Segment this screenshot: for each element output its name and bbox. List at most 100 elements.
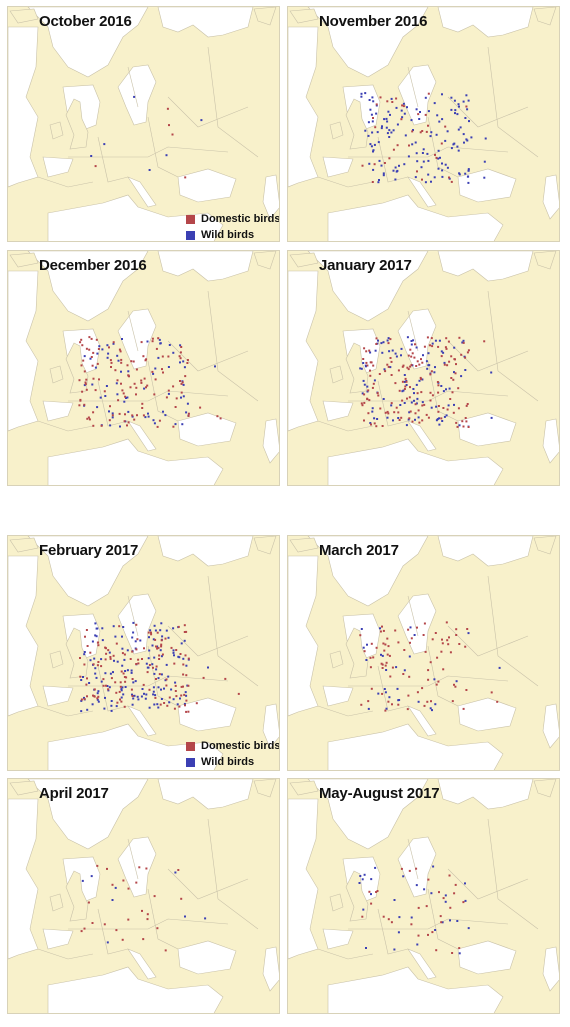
wild-bird-outbreak <box>395 353 397 355</box>
domestic-bird-outbreak <box>414 343 416 345</box>
domestic-bird-outbreak <box>130 658 132 660</box>
wild-bird-outbreak <box>120 371 122 373</box>
domestic-bird-outbreak <box>136 638 138 640</box>
domestic-bird-outbreak <box>431 345 433 347</box>
domestic-bird-outbreak <box>173 663 175 665</box>
wild-bird-outbreak <box>423 148 425 150</box>
domestic-bird-outbreak <box>408 676 410 678</box>
wild-bird-outbreak <box>100 397 102 399</box>
domestic-bird-outbreak <box>437 346 439 348</box>
domestic-bird-outbreak <box>182 686 184 688</box>
wild-bird-outbreak <box>414 419 416 421</box>
domestic-bird-outbreak <box>427 934 429 936</box>
wild-bird-outbreak <box>385 669 387 671</box>
wild-bird-outbreak <box>91 875 93 877</box>
domestic-bird-outbreak <box>185 700 187 702</box>
domestic-bird-outbreak <box>141 341 143 343</box>
wild-bird-outbreak <box>397 124 399 126</box>
domestic-bird-outbreak <box>83 404 85 406</box>
wild-bird-outbreak <box>441 350 443 352</box>
wild-bird-outbreak <box>131 672 133 674</box>
wild-bird-outbreak <box>364 874 366 876</box>
wild-bird-outbreak <box>177 703 179 705</box>
wild-bird-outbreak <box>372 100 374 102</box>
legend: Domestic birds Wild birds <box>186 211 280 242</box>
wild-bird-outbreak <box>397 688 399 690</box>
land-area <box>8 251 280 486</box>
wild-bird-outbreak <box>441 169 443 171</box>
wild-bird-outbreak <box>364 130 366 132</box>
domestic-bird-outbreak <box>124 681 126 683</box>
domestic-bird-outbreak <box>377 395 379 397</box>
europe-map <box>288 251 560 486</box>
wild-bird-outbreak <box>453 404 455 406</box>
wild-bird-outbreak <box>110 705 112 707</box>
wild-bird-outbreak <box>434 703 436 705</box>
domestic-bird-outbreak <box>114 369 116 371</box>
domestic-bird-outbreak <box>180 653 182 655</box>
wild-bird-outbreak <box>173 649 175 651</box>
domestic-bird-outbreak <box>94 696 96 698</box>
wild-bird-outbreak <box>204 917 206 919</box>
wild-bird-outbreak <box>112 412 114 414</box>
wild-bird-outbreak <box>406 106 408 108</box>
domestic-bird-outbreak <box>171 647 173 649</box>
domestic-bird-outbreak <box>446 639 448 641</box>
wild-bird-outbreak <box>459 424 461 426</box>
domestic-bird-outbreak <box>430 392 432 394</box>
wild-bird-outbreak <box>436 114 438 116</box>
wild-bird-outbreak <box>413 400 415 402</box>
domestic-bird-outbreak <box>156 348 158 350</box>
wild-bird-outbreak <box>84 355 86 357</box>
domestic-bird-outbreak <box>95 165 97 167</box>
wild-bird-outbreak <box>378 141 380 143</box>
wild-bird-outbreak <box>368 163 370 165</box>
wild-bird-outbreak <box>166 664 168 666</box>
domestic-bird-outbreak <box>138 866 140 868</box>
domestic-bird-outbreak <box>371 688 373 690</box>
domestic-bird-outbreak <box>455 634 457 636</box>
wild-bird-outbreak <box>368 121 370 123</box>
wild-bird-outbreak <box>92 641 94 643</box>
domestic-bird-outbreak <box>109 419 111 421</box>
domestic-bird-outbreak <box>155 378 157 380</box>
legend-domestic-label: Domestic birds <box>201 738 280 754</box>
wild-bird-outbreak <box>441 420 443 422</box>
wild-bird-outbreak <box>393 170 395 172</box>
domestic-bird-outbreak <box>117 399 119 401</box>
domestic-bird-outbreak <box>180 357 182 359</box>
wild-bird-outbreak <box>456 113 458 115</box>
domestic-bird-outbreak <box>187 711 189 713</box>
domestic-bird-outbreak <box>408 355 410 357</box>
domestic-bird-outbreak <box>399 419 401 421</box>
domestic-bird-outbreak <box>184 704 186 706</box>
wild-bird-outbreak <box>143 693 145 695</box>
wild-bird-outbreak <box>426 153 428 155</box>
domestic-bird-outbreak <box>400 118 402 120</box>
domestic-bird-outbreak <box>160 645 162 647</box>
wild-bird-outbreak <box>147 413 149 415</box>
wild-bird-outbreak <box>116 355 118 357</box>
domestic-bird-outbreak <box>421 687 423 689</box>
domestic-bird-outbreak <box>168 124 170 126</box>
wild-bird-outbreak <box>460 375 462 377</box>
wild-bird-outbreak <box>366 386 368 388</box>
wild-bird-outbreak <box>181 642 183 644</box>
wild-bird-outbreak <box>91 384 93 386</box>
wild-bird-outbreak <box>464 882 466 884</box>
wild-bird-outbreak <box>416 384 418 386</box>
wild-bird-outbreak <box>359 882 361 884</box>
wild-bird-outbreak <box>468 170 470 172</box>
wild-bird-outbreak <box>468 927 470 929</box>
domestic-bird-outbreak <box>92 411 94 413</box>
wild-bird-outbreak <box>394 899 396 901</box>
domestic-bird-outbreak <box>417 113 419 115</box>
wild-bird-outbreak <box>416 152 418 154</box>
wild-bird-outbreak <box>148 416 150 418</box>
wild-bird-outbreak <box>390 404 392 406</box>
domestic-bird-outbreak <box>368 399 370 401</box>
domestic-bird-outbreak <box>448 177 450 179</box>
wild-bird-outbreak <box>160 649 162 651</box>
domestic-bird-outbreak <box>369 370 371 372</box>
domestic-bird-outbreak <box>92 352 94 354</box>
